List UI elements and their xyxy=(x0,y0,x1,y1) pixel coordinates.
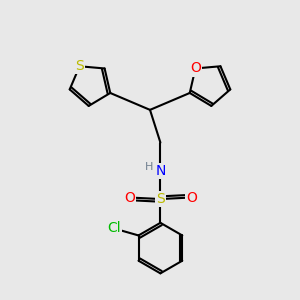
Text: H: H xyxy=(145,162,153,172)
Text: Cl: Cl xyxy=(107,221,121,235)
Text: S: S xyxy=(156,192,165,206)
Text: O: O xyxy=(186,190,197,205)
Text: N: N xyxy=(155,164,166,178)
Text: O: O xyxy=(190,61,201,76)
Text: O: O xyxy=(124,190,135,205)
Text: S: S xyxy=(75,59,84,73)
